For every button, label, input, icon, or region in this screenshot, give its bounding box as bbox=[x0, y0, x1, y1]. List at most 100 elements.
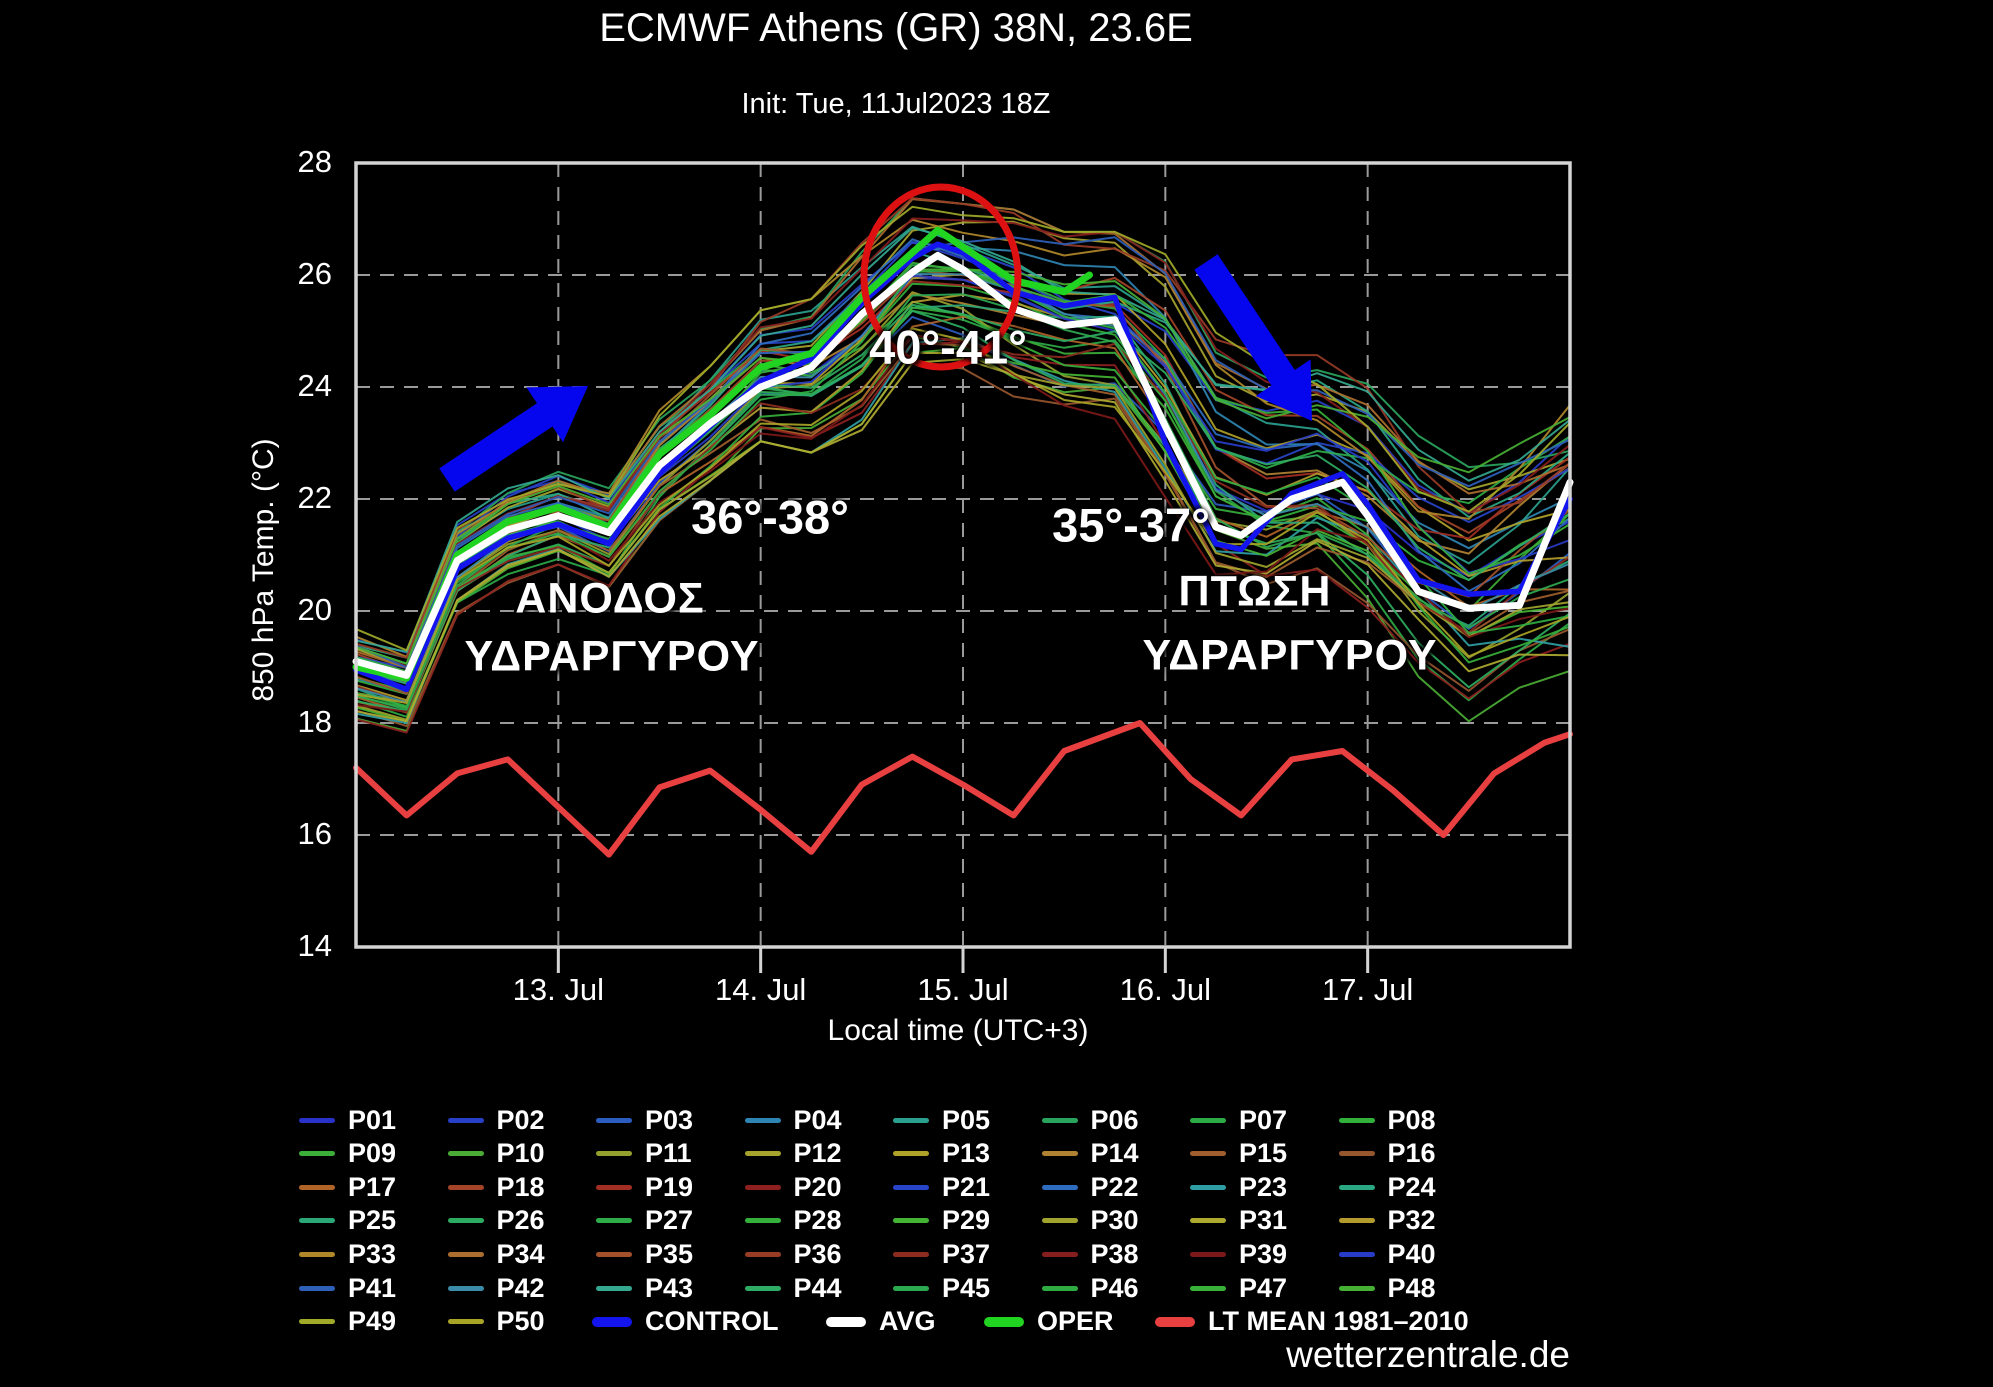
legend-swatch-P22 bbox=[1041, 1184, 1078, 1190]
page-title: ECMWF Athens (GR) 38N, 23.6E bbox=[599, 6, 1193, 50]
legend-label-P48: P48 bbox=[1387, 1272, 1436, 1303]
ensemble-member-P22-line bbox=[355, 238, 1571, 675]
legend-swatch-P50 bbox=[447, 1319, 484, 1325]
legend-swatch-oper bbox=[984, 1316, 1024, 1327]
legend-label-P21: P21 bbox=[942, 1171, 991, 1202]
legend-item-P15: P15 bbox=[1190, 1138, 1287, 1170]
legend-swatch-P23 bbox=[1190, 1184, 1226, 1190]
watermark: wetterzentrale.de bbox=[1286, 1334, 1570, 1375]
legend-label-P35: P35 bbox=[645, 1238, 694, 1269]
legend-label-P32: P32 bbox=[1387, 1205, 1436, 1236]
legend-label-avg: AVG bbox=[879, 1306, 936, 1337]
legend-label-P33: P33 bbox=[348, 1238, 397, 1269]
legend-label-lt-mean: LT MEAN 1981–2010 bbox=[1208, 1306, 1469, 1337]
legend-label-P46: P46 bbox=[1090, 1272, 1139, 1303]
legend-label-P40: P40 bbox=[1387, 1238, 1436, 1269]
legend-swatch-P17 bbox=[299, 1184, 335, 1190]
legend-swatch-P39 bbox=[1190, 1251, 1226, 1257]
legend-item-P05: P05 bbox=[893, 1104, 990, 1136]
legend-item-P42: P42 bbox=[447, 1272, 545, 1304]
legend-label-P07: P07 bbox=[1239, 1104, 1288, 1135]
x-tick-label: 14. Jul bbox=[714, 972, 807, 1007]
legend-label-P26: P26 bbox=[496, 1205, 545, 1236]
annotation-rise-word-1: ΑΝΟΔΟΣ bbox=[515, 574, 705, 623]
plot-frame bbox=[354, 161, 1572, 949]
rise-arrow bbox=[439, 386, 588, 492]
legend-item-P38: P38 bbox=[1041, 1238, 1139, 1270]
legend-item-P33: P33 bbox=[299, 1238, 396, 1270]
legend-item-P23: P23 bbox=[1190, 1171, 1287, 1203]
legend-swatch-P01 bbox=[299, 1117, 335, 1123]
avg-line bbox=[352, 251, 1574, 679]
x-tick-label: 13. Jul bbox=[512, 972, 604, 1007]
annotation-fall-word-1: ΠΤΩΣΗ bbox=[1178, 567, 1332, 616]
legend-swatch-P18 bbox=[447, 1184, 484, 1190]
ensemble-member-P26-line bbox=[355, 309, 1571, 713]
legend-swatch-P09 bbox=[299, 1151, 335, 1157]
x-axis-title: Local time (UTC+3) bbox=[827, 1014, 1089, 1047]
legend-item-P01: P01 bbox=[299, 1104, 396, 1136]
legend-item-P13: P13 bbox=[893, 1138, 990, 1170]
legend-swatch-P35 bbox=[596, 1251, 632, 1257]
legend-item-P09: P09 bbox=[299, 1138, 396, 1170]
ensemble-member-P15-line bbox=[355, 342, 1571, 714]
peak-highlight-circle bbox=[860, 183, 1022, 371]
legend-item-P41: P41 bbox=[299, 1272, 396, 1304]
legend-swatch-P40 bbox=[1338, 1251, 1375, 1257]
legend-swatch-P26 bbox=[447, 1218, 484, 1224]
legend-label-P45: P45 bbox=[942, 1272, 991, 1303]
legend-swatch-P04 bbox=[744, 1117, 781, 1123]
legend-item-P31: P31 bbox=[1190, 1205, 1287, 1237]
legend-label-P03: P03 bbox=[645, 1104, 694, 1135]
legend-item-P11: P11 bbox=[596, 1138, 692, 1170]
legend-label-P04: P04 bbox=[793, 1104, 842, 1135]
legend-swatch-P28 bbox=[744, 1218, 781, 1224]
legend-label-control: CONTROL bbox=[645, 1306, 779, 1337]
legend-item-P06: P06 bbox=[1041, 1104, 1139, 1136]
legend-label-P38: P38 bbox=[1090, 1238, 1139, 1269]
legend-item-P20: P20 bbox=[744, 1171, 842, 1203]
legend-item-P18: P18 bbox=[447, 1171, 545, 1203]
annotation-rise-range: 36°-38° bbox=[691, 490, 849, 544]
legend-item-lt-mean: LT MEAN 1981–2010 bbox=[1155, 1306, 1469, 1338]
legend-item-P24: P24 bbox=[1338, 1171, 1436, 1203]
legend-item-P14: P14 bbox=[1041, 1138, 1139, 1170]
ensemble-member-P49-line bbox=[355, 205, 1571, 652]
legend-swatch-P41 bbox=[299, 1285, 335, 1291]
legend-label-P16: P16 bbox=[1387, 1138, 1436, 1169]
legend-label-P02: P02 bbox=[496, 1104, 545, 1135]
legend-swatch-avg bbox=[826, 1316, 866, 1327]
legend-label-P17: P17 bbox=[348, 1171, 397, 1202]
legend-label-P19: P19 bbox=[645, 1171, 694, 1202]
legend-swatch-P47 bbox=[1190, 1285, 1226, 1291]
legend-label-P08: P08 bbox=[1387, 1104, 1436, 1135]
legend-swatch-P44 bbox=[744, 1285, 781, 1291]
annotation-peak-range: 40°-41° bbox=[869, 320, 1027, 374]
legend-swatch-P13 bbox=[893, 1151, 929, 1157]
legend-swatch-P30 bbox=[1041, 1218, 1078, 1224]
legend-swatch-P42 bbox=[447, 1285, 484, 1291]
x-tick-label: 17. Jul bbox=[1321, 972, 1414, 1007]
legend-label-P39: P39 bbox=[1239, 1238, 1288, 1269]
fall-arrow bbox=[1194, 254, 1312, 421]
legend-item-oper: OPER bbox=[984, 1306, 1114, 1338]
legend-item-avg: AVG bbox=[826, 1306, 936, 1338]
y-tick-label: 16 bbox=[297, 816, 332, 851]
legend-swatch-P27 bbox=[596, 1218, 632, 1224]
legend-swatch-control bbox=[592, 1316, 632, 1327]
legend-item-P34: P34 bbox=[447, 1238, 545, 1270]
legend-swatch-P34 bbox=[447, 1251, 484, 1257]
legend-swatch-P25 bbox=[299, 1218, 335, 1224]
legend-label-P24: P24 bbox=[1387, 1171, 1436, 1202]
legend-label-P12: P12 bbox=[793, 1138, 842, 1169]
legend-item-P46: P46 bbox=[1041, 1272, 1139, 1304]
legend-label-P28: P28 bbox=[793, 1205, 842, 1236]
legend-swatch-P05 bbox=[893, 1117, 929, 1123]
legend-item-P47: P47 bbox=[1190, 1272, 1287, 1304]
oper-line bbox=[352, 226, 1093, 682]
legend-label-P13: P13 bbox=[942, 1138, 991, 1169]
legend-label-P41: P41 bbox=[348, 1272, 397, 1303]
legend-item-P19: P19 bbox=[596, 1171, 693, 1203]
y-tick-label: 18 bbox=[297, 704, 332, 739]
